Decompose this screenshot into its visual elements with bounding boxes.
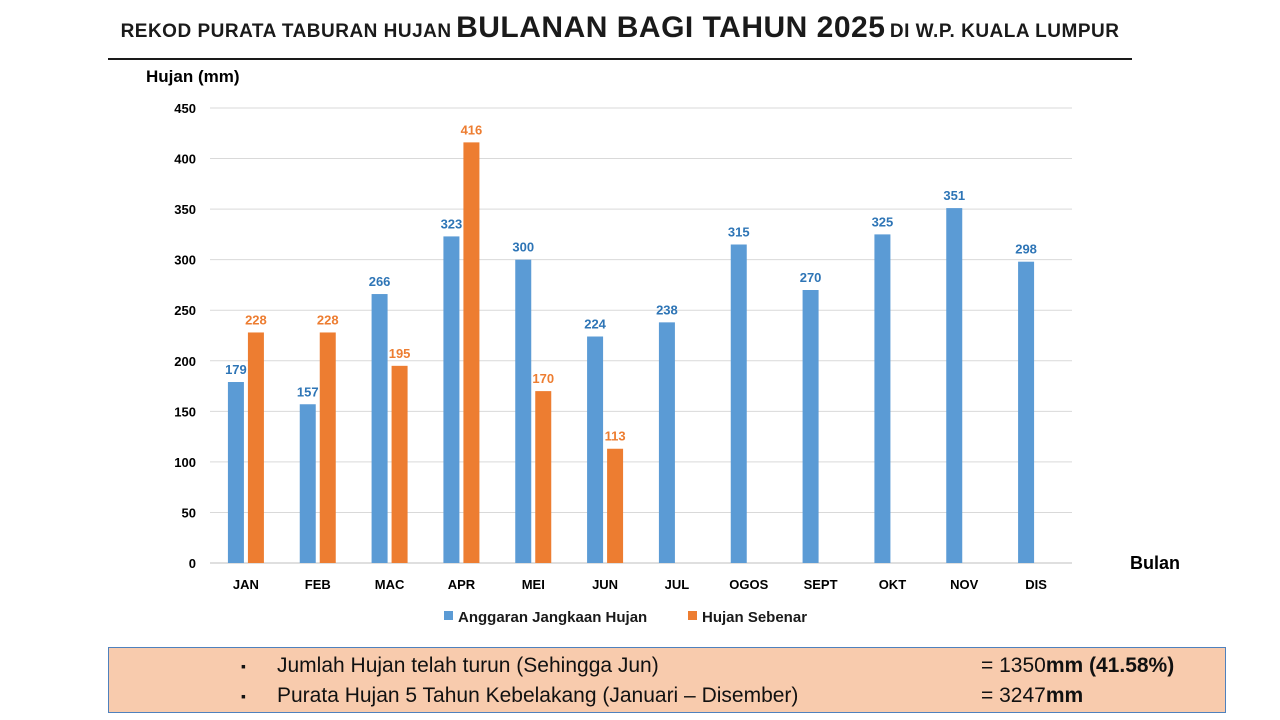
legend-label: Hujan Sebenar [702, 609, 807, 626]
data-label: 228 [245, 312, 267, 327]
summary-total-unit: mm (41.58%) [1045, 654, 1175, 677]
x-tick-label: JUL [665, 577, 690, 592]
data-label: 179 [225, 362, 247, 377]
rainfall-bar-chart: 0 50 100 150 200 250 300 350 400 450 179 228 157 228… [146, 67, 1180, 626]
legend: Anggaran Jangkaan Hujan Hujan Sebenar [444, 609, 807, 626]
x-axis-ticks: JAN FEB MAC APR MEI JUN JUL OGOS SEPT OKT NOV DIS [233, 577, 1047, 592]
summary-average-label: Purata Hujan 5 Tahun Kebelakang (Januari… [277, 684, 799, 707]
bar-sebenar [247, 332, 264, 563]
summary-row-total: ▪ Jumlah Hujan telah turun (Sehingga Jun… [109, 651, 1225, 681]
bar-anggaran [730, 244, 747, 563]
x-tick-label: OGOS [729, 577, 768, 592]
bar-anggaran [299, 404, 316, 563]
title-part-3: DI W.P. KUALA LUMPUR [889, 21, 1120, 42]
title-part-2: BULANAN BAGI TAHUN 2025 [456, 11, 886, 44]
bullet-icon: ▪ [241, 688, 246, 704]
y-axis-label: Hujan (mm) [146, 67, 240, 86]
bullet-icon: ▪ [241, 658, 246, 674]
x-tick-label: DIS [1025, 577, 1047, 592]
x-tick-label: OKT [879, 577, 907, 592]
data-label: 315 [728, 225, 750, 240]
legend-label: Anggaran Jangkaan Hujan [458, 609, 647, 626]
y-tick-label: 400 [174, 152, 196, 167]
y-tick-label: 250 [174, 303, 196, 318]
data-label: 113 [605, 429, 626, 444]
x-tick-label: MEI [522, 577, 545, 592]
bar-anggaran [658, 322, 675, 563]
summary-total-label: Jumlah Hujan telah turun (Sehingga Jun) [277, 654, 659, 677]
bar-sebenar [319, 332, 336, 563]
bar-anggaran [443, 236, 460, 563]
bar-sebenar [535, 391, 552, 563]
data-label: 323 [441, 216, 463, 231]
title-part-1: REKOD PURATA TABURAN HUJAN [120, 21, 452, 42]
summary-average-unit: mm [1045, 684, 1084, 707]
summary-total-value: = 1350mm (41.58%) [981, 651, 1174, 681]
y-axis-ticks: 0 50 100 150 200 250 300 350 400 450 [174, 101, 196, 571]
bar-anggaran [802, 290, 819, 563]
data-label: 195 [389, 346, 411, 361]
title-underline [108, 58, 1132, 60]
x-tick-label: FEB [305, 577, 331, 592]
y-tick-label: 350 [174, 202, 196, 217]
y-tick-label: 100 [174, 455, 196, 470]
x-tick-label: JAN [233, 577, 259, 592]
y-tick-label: 0 [189, 556, 196, 571]
data-label: 351 [943, 188, 965, 203]
bar-sebenar [607, 448, 624, 563]
y-tick-label: 450 [174, 101, 196, 116]
y-tick-label: 300 [174, 253, 196, 268]
data-label: 298 [1015, 242, 1037, 257]
bar-anggaran [946, 208, 963, 563]
summary-total-number: = 1350 [981, 654, 1046, 677]
data-label: 238 [656, 302, 678, 317]
summary-average-number: = 3247 [981, 684, 1046, 707]
bar-anggaran [227, 382, 244, 563]
x-axis-label: Bulan [1130, 553, 1180, 573]
bars: 179 228 157 228 266 195 323 416 300 170 224 113 238 3… [225, 122, 1037, 563]
legend-swatch [688, 611, 697, 620]
bar-anggaran [1018, 261, 1035, 563]
summary-box: ▪ Jumlah Hujan telah turun (Sehingga Jun… [108, 647, 1226, 713]
y-tick-label: 50 [182, 505, 196, 520]
x-tick-label: NOV [950, 577, 979, 592]
x-tick-label: SEPT [804, 577, 838, 592]
bar-anggaran [515, 259, 532, 563]
bar-anggaran [587, 336, 604, 563]
data-label: 266 [369, 274, 391, 289]
data-label: 228 [317, 312, 339, 327]
data-label: 224 [584, 317, 606, 332]
y-tick-label: 200 [174, 354, 196, 369]
chart-title: REKOD PURATA TABURAN HUJAN BULANAN BAGI … [108, 8, 1132, 48]
data-label: 270 [800, 270, 822, 285]
summary-row-average: ▪ Purata Hujan 5 Tahun Kebelakang (Janua… [109, 681, 1225, 711]
bar-sebenar [391, 365, 408, 563]
bar-anggaran [371, 294, 388, 563]
summary-average-value: = 3247mm [981, 681, 1083, 711]
data-label: 170 [532, 371, 554, 386]
x-tick-label: JUN [592, 577, 618, 592]
x-tick-label: MAC [375, 577, 405, 592]
data-label: 157 [297, 384, 319, 399]
x-tick-label: APR [448, 577, 476, 592]
gridlines [210, 107, 1072, 564]
legend-swatch [444, 611, 453, 620]
bar-sebenar [463, 142, 480, 563]
y-tick-label: 150 [174, 404, 196, 419]
data-label: 300 [512, 240, 534, 255]
bar-anggaran [874, 234, 891, 563]
data-label: 325 [872, 214, 894, 229]
data-label: 416 [461, 122, 483, 137]
